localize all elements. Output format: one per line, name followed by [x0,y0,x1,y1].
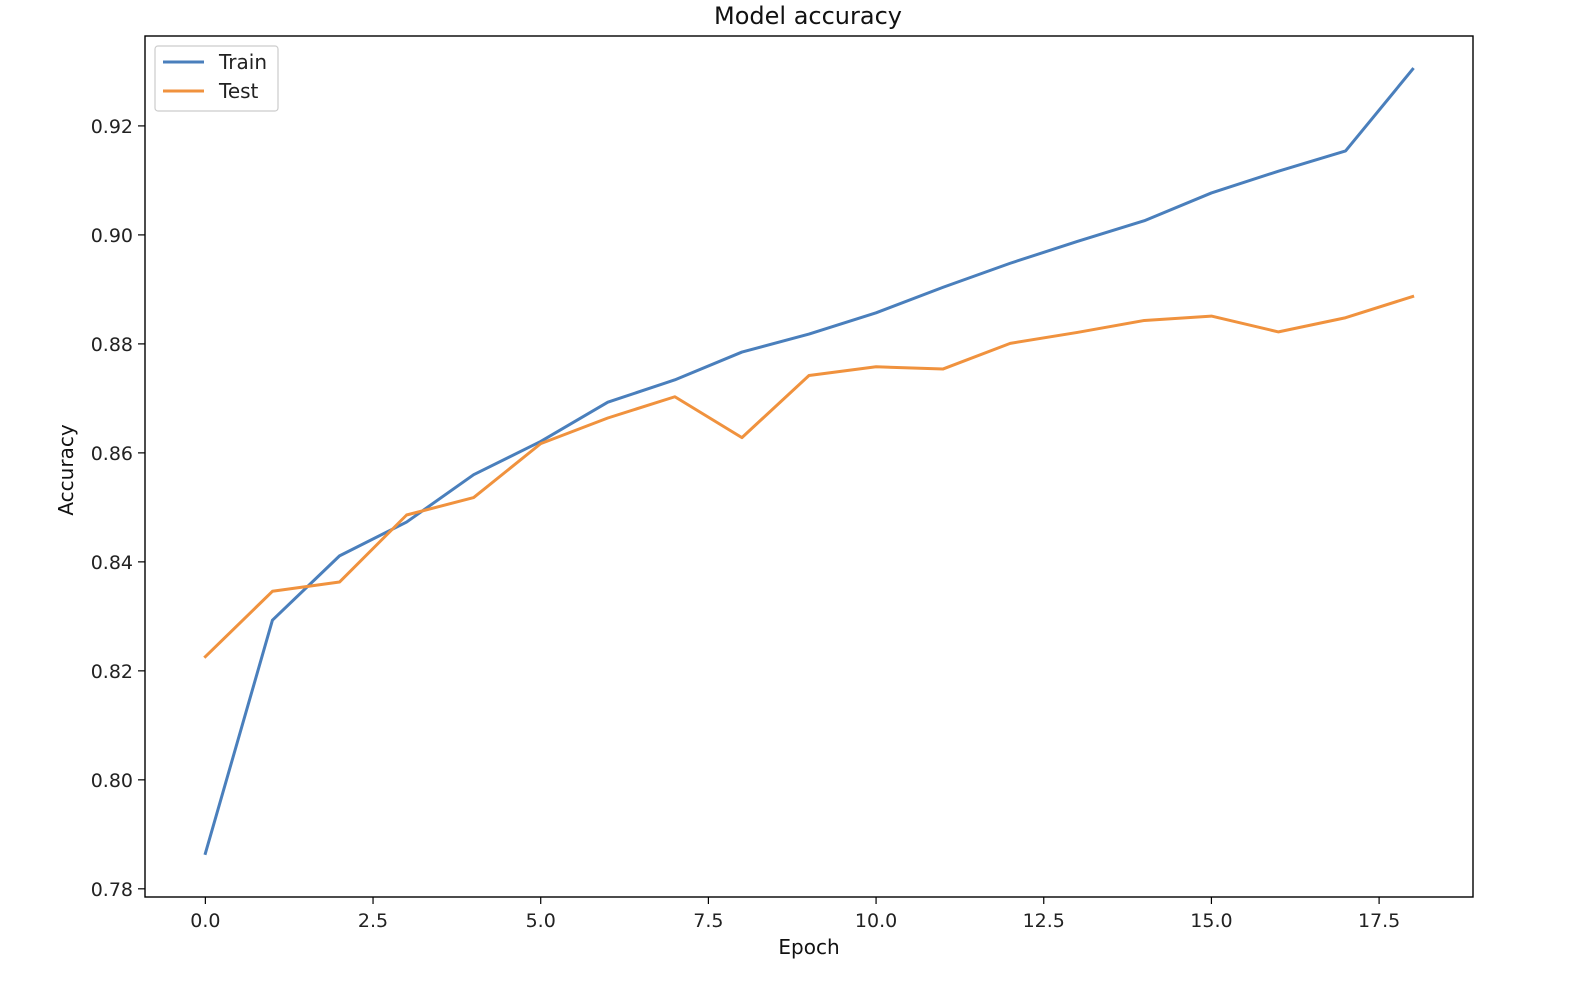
x-axis-ticks: 0.0 2.5 5.0 7.5 10.0 12.5 15.0 17.5 [190,897,1400,932]
x-tick-label: 5.0 [526,910,556,932]
x-tick-label: 0.0 [190,910,220,932]
y-axis-ticks: 0.78 0.80 0.82 0.84 0.86 0.88 0.90 0.92 [91,116,145,901]
x-tick-label: 10.0 [855,910,897,932]
x-tick-label: 12.5 [1023,910,1065,932]
x-tick-label: 15.0 [1190,910,1232,932]
plot-area-frame [144,35,1474,898]
legend-label-train: Train [218,50,267,74]
y-tick-label: 0.90 [91,225,133,247]
y-tick-label: 0.80 [91,770,133,792]
x-axis-label: Epoch [778,935,839,959]
y-tick-label: 0.88 [91,334,133,356]
chart-title: Model accuracy [714,2,902,30]
x-tick-label: 7.5 [693,910,723,932]
series-layer [203,67,1415,856]
y-tick-label: 0.92 [91,116,133,138]
y-tick-label: 0.78 [91,879,133,901]
y-tick-label: 0.84 [91,552,133,574]
x-tick-label: 17.5 [1358,910,1400,932]
legend: Train Test [154,45,279,112]
legend-label-test: Test [218,79,259,103]
series-line-test [203,294,1415,659]
y-tick-label: 0.86 [91,443,133,465]
x-tick-label: 2.5 [358,910,388,932]
y-axis-label: Accuracy [54,424,78,515]
series-line-train [203,67,1415,856]
y-tick-label: 0.82 [91,661,133,683]
